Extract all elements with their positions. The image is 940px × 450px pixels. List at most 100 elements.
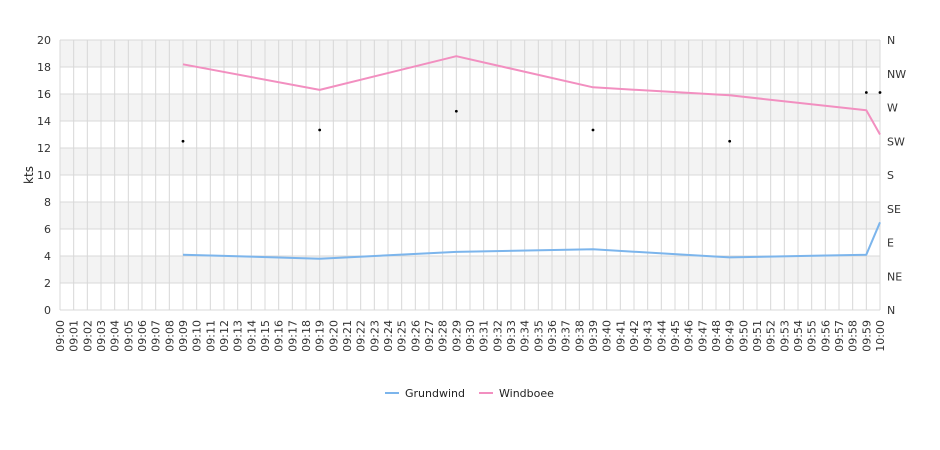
legend-item-grundwind[interactable]: Grundwind <box>385 387 465 400</box>
x-tick-label: 09:01 <box>68 320 81 352</box>
x-tick-label: 09:03 <box>95 320 108 352</box>
x-tick-label: 09:47 <box>696 320 709 352</box>
y-tick-label: 2 <box>44 277 51 290</box>
x-axis-ticks: 09:00 09:01 09:02 09:03 09:04 09:05 09:06 09:07… <box>54 320 887 352</box>
direction-point <box>318 128 322 132</box>
direction-point <box>864 91 868 94</box>
y-tick-label: 4 <box>44 250 51 263</box>
x-tick-label: 09:30 <box>464 320 477 352</box>
direction-axis-ticks: N NE E SE S SW W NW N <box>887 34 906 317</box>
x-tick-label: 09:00 <box>54 320 67 352</box>
x-tick-label: 09:29 <box>450 320 463 352</box>
direction-tick-label: NE <box>887 270 902 283</box>
x-tick-label: 09:37 <box>560 320 573 352</box>
x-tick-label: 09:24 <box>382 320 395 352</box>
x-tick-label: 09:10 <box>191 320 204 352</box>
legend-item-windboee[interactable]: Windboee <box>479 387 554 400</box>
x-tick-label: 09:07 <box>150 320 163 352</box>
x-tick-label: 09:57 <box>833 320 846 352</box>
x-tick-label: 09:21 <box>341 320 354 352</box>
x-tick-label: 09:55 <box>806 320 819 352</box>
direction-point <box>591 128 595 132</box>
x-tick-label: 09:05 <box>122 320 135 352</box>
y-tick-label: 6 <box>44 223 51 236</box>
x-tick-label: 09:22 <box>355 320 368 352</box>
series-line-grundwind <box>182 221 881 260</box>
x-tick-label: 09:59 <box>860 320 873 352</box>
direction-tick-label: NW <box>887 68 906 81</box>
x-tick-label: 09:19 <box>314 320 327 352</box>
x-tick-label: 09:56 <box>819 320 832 352</box>
x-tick-label: 09:54 <box>792 320 805 352</box>
x-tick-label: 10:00 <box>874 320 887 352</box>
x-tick-label: 09:18 <box>300 320 313 352</box>
y-tick-label: 14 <box>37 115 51 128</box>
x-tick-label: 09:08 <box>163 320 176 352</box>
y-tick-label: 12 <box>37 142 51 155</box>
x-tick-label: 09:02 <box>81 320 94 352</box>
x-tick-label: 09:38 <box>573 320 586 352</box>
direction-tick-label: W <box>887 102 898 115</box>
x-tick-label: 09:28 <box>437 320 450 352</box>
x-tick-label: 09:27 <box>423 320 436 352</box>
direction-point <box>454 109 458 113</box>
y-axis-label: kts <box>22 166 36 184</box>
direction-tick-label: SE <box>887 203 901 216</box>
x-tick-label: 09:35 <box>532 320 545 352</box>
x-tick-label: 09:17 <box>286 320 299 352</box>
y-tick-label: 20 <box>37 34 51 47</box>
y-tick-label: 16 <box>37 88 51 101</box>
x-tick-label: 09:33 <box>505 320 518 352</box>
x-tick-label: 09:04 <box>109 320 122 352</box>
direction-tick-label: N <box>887 304 895 317</box>
x-tick-label: 09:49 <box>724 320 737 352</box>
x-tick-label: 09:50 <box>737 320 750 352</box>
y-tick-label: 8 <box>44 196 51 209</box>
legend-label: Windboee <box>499 387 554 400</box>
x-tick-label: 09:44 <box>655 320 668 352</box>
x-tick-label: 09:16 <box>273 320 286 352</box>
x-tick-label: 09:20 <box>327 320 340 352</box>
direction-tick-label: N <box>887 34 895 47</box>
direction-point <box>728 139 732 143</box>
x-tick-label: 09:23 <box>368 320 381 352</box>
x-tick-label: 09:36 <box>546 320 559 352</box>
x-tick-label: 09:11 <box>204 320 217 352</box>
x-tick-label: 09:34 <box>519 320 532 352</box>
legend[interactable]: Grundwind Windboee <box>385 387 554 400</box>
x-tick-label: 09:14 <box>245 320 258 352</box>
x-tick-label: 09:15 <box>259 320 272 352</box>
legend-label: Grundwind <box>405 387 465 400</box>
x-tick-label: 09:51 <box>751 320 764 352</box>
x-tick-label: 09:31 <box>478 320 491 352</box>
x-tick-label: 09:25 <box>396 320 409 352</box>
vertical-gridlines <box>59 40 881 310</box>
x-tick-label: 09:45 <box>669 320 682 352</box>
direction-point <box>181 139 185 143</box>
x-tick-label: 09:26 <box>409 320 422 352</box>
series-line-windboee <box>182 55 881 135</box>
direction-tick-label: SW <box>887 135 905 148</box>
y-tick-label: 10 <box>37 169 51 182</box>
x-tick-label: 09:53 <box>778 320 791 352</box>
x-tick-label: 09:12 <box>218 320 231 352</box>
y-axis-ticks: 0 2 4 6 8 10 12 14 16 18 20 <box>37 34 51 317</box>
direction-points <box>181 91 882 143</box>
direction-tick-label: E <box>887 237 894 250</box>
y-tick-label: 0 <box>44 304 51 317</box>
series-lines <box>182 55 881 260</box>
x-tick-label: 09:43 <box>642 320 655 352</box>
x-tick-label: 09:40 <box>601 320 614 352</box>
x-tick-label: 09:48 <box>710 320 723 352</box>
x-tick-label: 09:13 <box>232 320 245 352</box>
x-tick-label: 09:09 <box>177 320 190 352</box>
direction-point <box>878 91 882 94</box>
x-tick-label: 09:58 <box>847 320 860 352</box>
x-tick-label: 09:39 <box>587 320 600 352</box>
x-tick-label: 09:41 <box>614 320 627 352</box>
x-tick-label: 09:52 <box>765 320 778 352</box>
direction-tick-label: S <box>887 169 894 182</box>
y-tick-label: 18 <box>37 61 51 74</box>
x-tick-label: 09:42 <box>628 320 641 352</box>
